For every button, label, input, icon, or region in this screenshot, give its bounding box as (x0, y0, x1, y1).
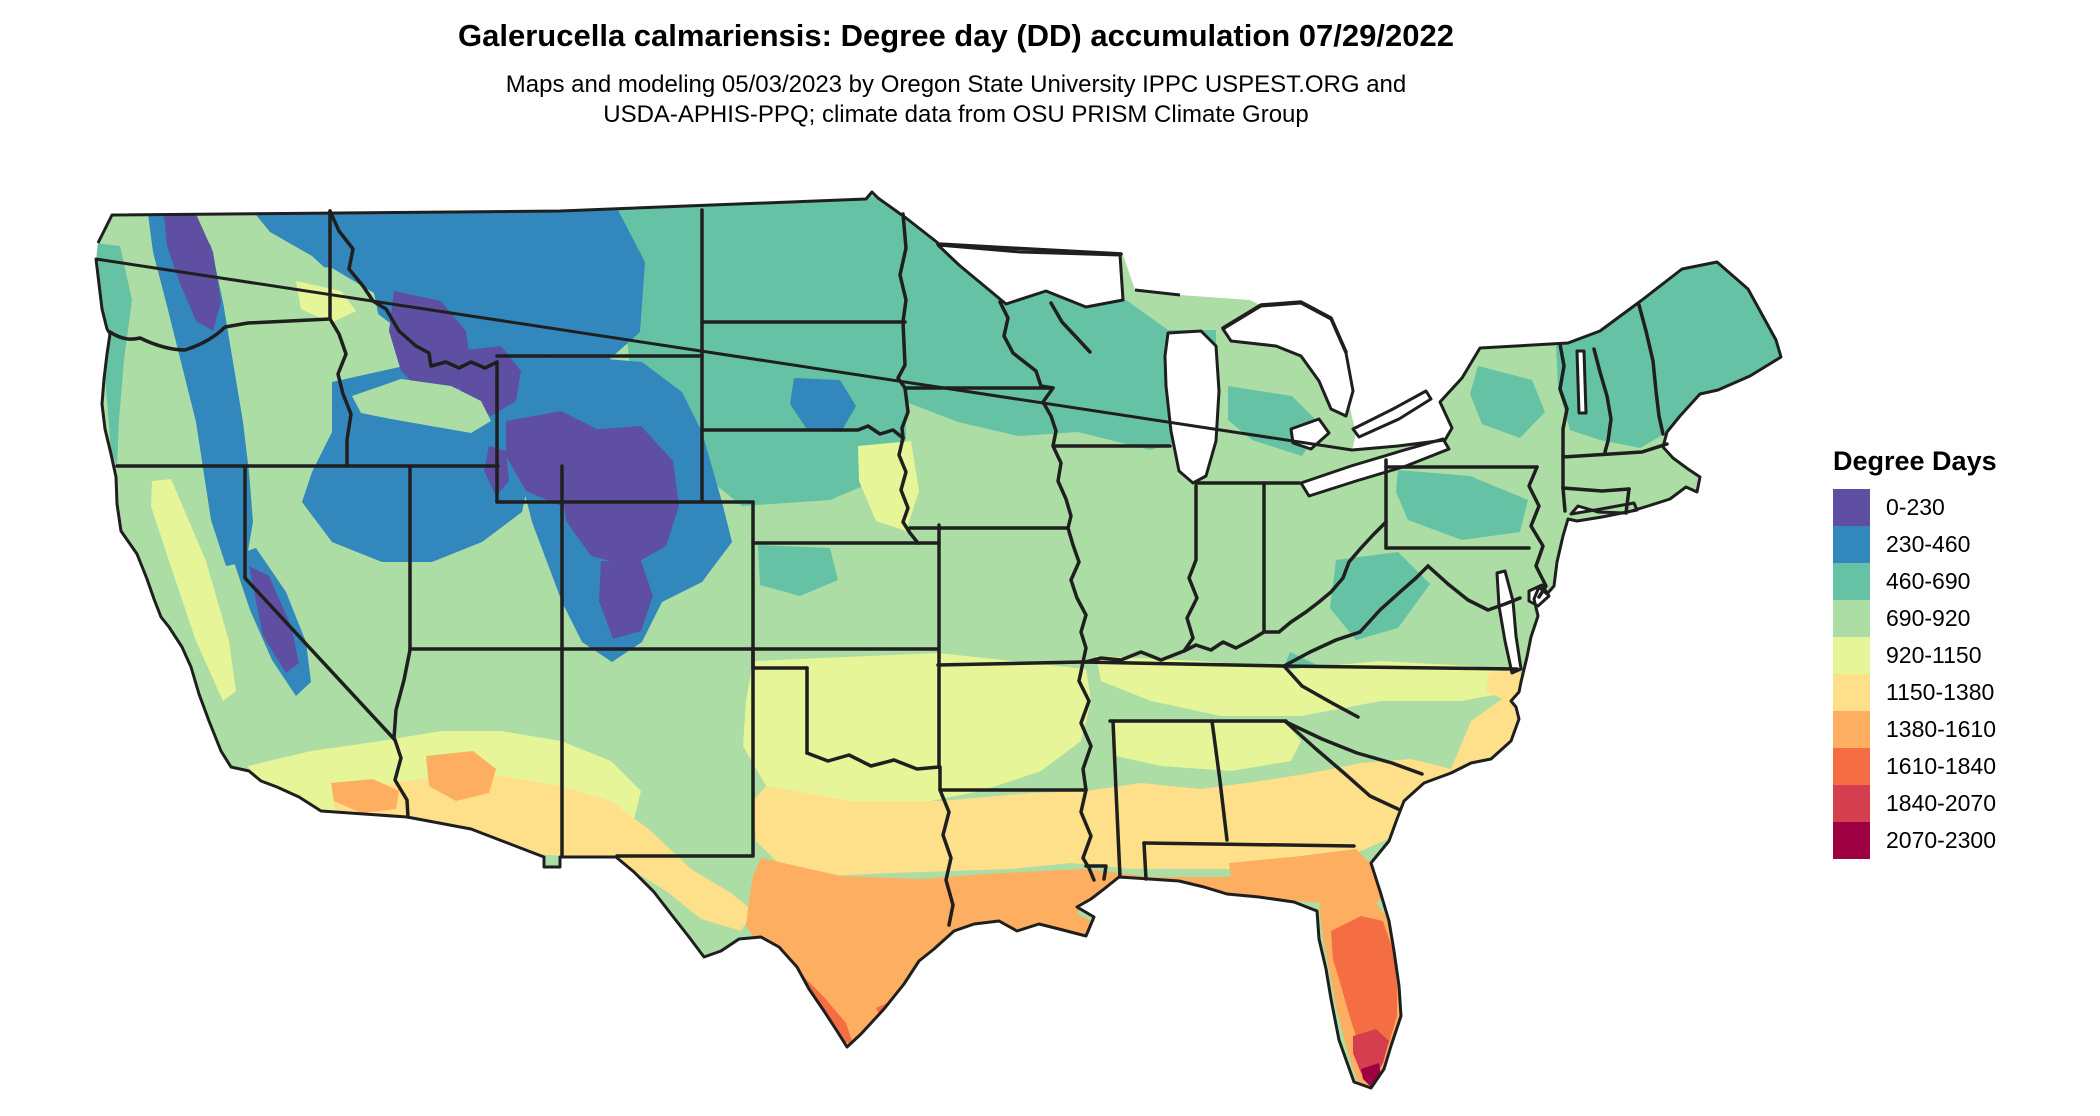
legend-swatch (1833, 711, 1870, 748)
legend-label: 230-460 (1886, 531, 1971, 557)
lake-ontario (1351, 389, 1433, 439)
legend-label: 1380-1610 (1886, 716, 1996, 742)
lake-erie (1299, 437, 1451, 498)
state-borders (108, 208, 1669, 927)
legend-item: 2070-2300 (1833, 822, 1997, 859)
legend-item: 230-460 (1833, 526, 1997, 563)
legend-label: 1610-1840 (1886, 753, 1996, 779)
subtitle-line-1: Maps and modeling 05/03/2023 by Oregon S… (505, 71, 1407, 98)
legend: Degree Days 0-230 230-460 460-690 690-920 92… (1833, 446, 1997, 859)
legend-item: 1380-1610 (1833, 711, 1997, 748)
lake-superior (936, 243, 1125, 309)
legend-swatch (1833, 637, 1870, 674)
page-subtitle: Maps and modeling 05/03/2023 by Oregon S… (0, 70, 1912, 130)
legend-item: 0-230 (1833, 489, 1997, 526)
legend-swatch (1833, 748, 1870, 785)
legend-label: 460-690 (1886, 568, 1971, 594)
legend-label: 1150-1380 (1886, 679, 1995, 705)
legend-swatch (1833, 600, 1870, 637)
subtitle-line-2: USDA-APHIS-PPQ; climate data from OSU PR… (603, 101, 1309, 128)
legend-item: 1610-1840 (1833, 748, 1997, 785)
degree-day-regions (96, 196, 1780, 1088)
header: Galerucella calmariensis: Degree day (DD… (0, 18, 1912, 130)
legend-label: 920-1150 (1886, 642, 1982, 668)
legend-swatch (1833, 822, 1870, 859)
legend-item: 920-1150 (1833, 637, 1997, 674)
lake-michigan (1163, 329, 1221, 485)
great-lakes (936, 243, 1588, 675)
legend-label: 1840-2070 (1886, 790, 1996, 816)
legend-label: 690-920 (1886, 605, 1971, 631)
legend-item: 690-920 (1833, 600, 1997, 637)
legend-item: 1840-2070 (1833, 785, 1997, 822)
lake-champlain (1575, 349, 1588, 415)
us-outline (94, 190, 1783, 1090)
legend-swatch (1833, 674, 1870, 711)
legend-item: 460-690 (1833, 563, 1997, 600)
legend-swatch (1833, 526, 1870, 563)
page-title: Galerucella calmariensis: Degree day (DD… (458, 18, 1454, 53)
legend-swatch (1833, 785, 1870, 822)
legend-item: 1150-1380 (1833, 674, 1997, 711)
legend-label: 0-230 (1886, 494, 1945, 520)
chesapeake-bay (1495, 569, 1523, 675)
legend-swatch (1833, 563, 1870, 600)
legend-title: Degree Days (1833, 446, 1997, 476)
legend-label: 2070-2300 (1886, 827, 1996, 853)
legend-rows: 0-230 230-460 460-690 690-920 920-1150 1150-1… (1833, 489, 1997, 859)
legend-swatch (1833, 489, 1870, 526)
